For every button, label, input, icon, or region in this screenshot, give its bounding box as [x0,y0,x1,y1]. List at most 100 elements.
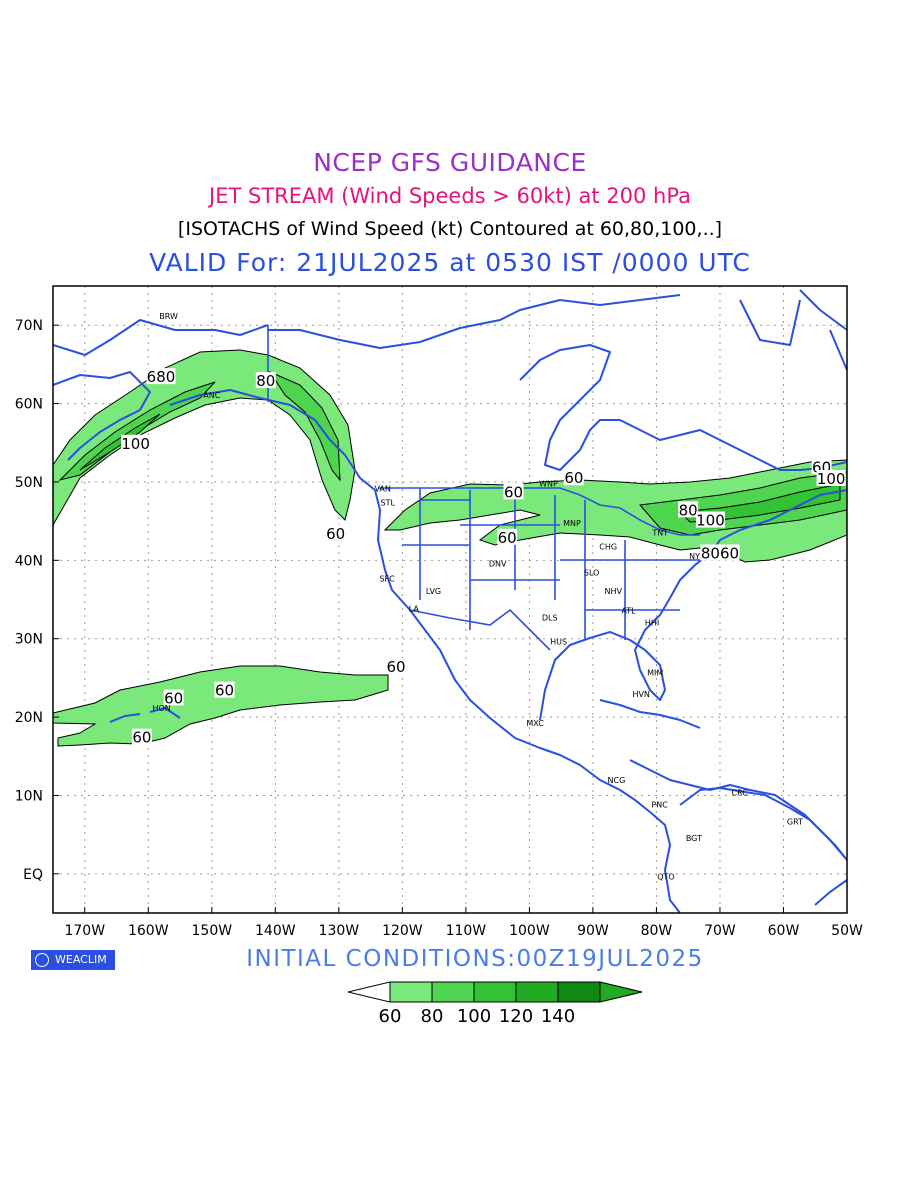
weaclim-logo: WEACLIM [31,950,115,970]
initial-conditions: INITIAL CONDITIONS:00Z19JUL2025 [246,946,704,972]
station-dnv: DNV [489,560,507,569]
jet-80-alaska-east [268,370,341,482]
color-legend: 60 80 100 120 140 [347,981,643,1027]
contour-label: 60 [164,689,183,707]
station-wnp: WNP [539,480,558,489]
lon-tick-label: 150W [192,923,233,939]
station-chg: CHG [599,542,617,551]
lat-tick-label: 20N [15,710,43,726]
contour-label: 60 [504,483,523,501]
lon-tick-label: 100W [509,923,550,939]
contour-label-bg [700,544,721,561]
contour-label: 100 [817,470,846,488]
contour-label: 60 [215,682,234,700]
station-pnc: PNC [651,800,668,809]
legend-swatch [389,981,433,1003]
station-mim: MIM [647,669,663,678]
legend-low-arrow [347,981,391,1003]
station-sfc: SFC [379,575,395,584]
coast-west-us-mexico [374,489,681,913]
station-mnp: MNP [563,519,581,528]
lon-tick-label: 50W [831,923,863,939]
axis-labels: 170W 160W 150W 140W 130W 120W 110W 100W 90W 80W 70… [15,318,863,939]
contour-label-bg [121,434,151,451]
contour-label-bg [214,681,235,698]
legend-swatch [431,981,475,1003]
coast-greenland [739,289,847,371]
legend-high-arrow [599,981,643,1003]
contour-label: 60 [386,658,405,676]
lon-tick-label: 110W [446,923,487,939]
legend-label: 140 [541,1006,575,1027]
lat-tick-label: 30N [15,632,43,648]
lon-tick-label: 170W [64,923,105,939]
contour-label-bg [325,524,346,541]
contour-label-bg [563,469,584,486]
station-hus: HUS [550,637,567,646]
station-ncg: NCG [608,776,626,785]
station-slo: SLO [584,568,600,577]
jet-100-alaska [79,413,161,471]
legend-swatch [557,981,601,1003]
contour-label-bg [816,470,846,487]
contour-label: 60 [720,544,739,562]
logo-text: WEACLIM [55,953,107,966]
lon-tick-label: 160W [128,923,169,939]
coast-gulf-east [539,489,847,721]
contour-label: 80 [256,372,275,390]
border-us-canada [378,487,700,536]
legend-label: 60 [379,1006,402,1027]
legend-label: 120 [499,1006,533,1027]
station-bgt: BGT [686,834,702,843]
title-valid-time: VALID For: 21JUL2025 at 0530 IST /0000 U… [149,248,751,277]
lon-tick-label: 70W [704,923,736,939]
contour-label: 60 [132,729,151,747]
lat-tick-label: 10N [15,788,43,804]
contour-label-bg [386,658,407,675]
stations: BRW ANC VAN STL WNP MNP CHG TNT NY SFC LVG LA DNV SLO… [152,312,803,881]
station-la: LA [409,604,420,613]
lon-tick-label: 80W [641,923,673,939]
border-us-mexico [409,608,551,651]
contour-label-bg [255,372,276,389]
coast-alaska [53,319,376,491]
coast-hawaii [109,707,181,723]
lat-tick-label: 50N [15,475,43,491]
jet-core-alaska [53,349,356,527]
lat-tick-label: EQ [23,867,43,883]
contour-label: 80 [701,544,720,562]
station-atl: ATL [621,607,636,616]
station-tnt: TNT [651,528,668,537]
station-hvn: HVN [632,690,649,699]
map-frame [52,285,848,914]
contour-label-bg [678,501,699,518]
lat-tick-label: 60N [15,397,43,413]
contour-label: 100 [121,435,150,453]
lon-tick-label: 60W [768,923,800,939]
station-qto: QTO [657,872,674,881]
contour-label: 100 [696,512,725,530]
station-lvg: LVG [426,587,441,596]
legend-label: 100 [457,1006,491,1027]
contour-label: 60 [498,529,517,547]
station-hon: HON [152,704,170,713]
contour-label: 60 [326,525,345,543]
lat-tick-label: 70N [15,318,43,334]
contour-label-bg [497,528,518,545]
station-brw: BRW [159,312,178,321]
contour-label-bg [719,544,740,561]
station-hhi: HHI [645,618,659,627]
station-grt: GRT [787,818,803,827]
station-nhv: NHV [605,587,623,596]
lat-tick-label: 40N [15,553,43,569]
lon-tick-label: 130W [319,923,360,939]
station-ny: NY [689,552,700,561]
coast-arctic-canada [268,294,847,471]
legend-swatch [515,981,559,1003]
station-stl: STL [381,499,396,508]
jet-core-pacific [53,665,389,747]
contour-label-bg [131,728,152,745]
station-van: VAN [374,484,390,493]
